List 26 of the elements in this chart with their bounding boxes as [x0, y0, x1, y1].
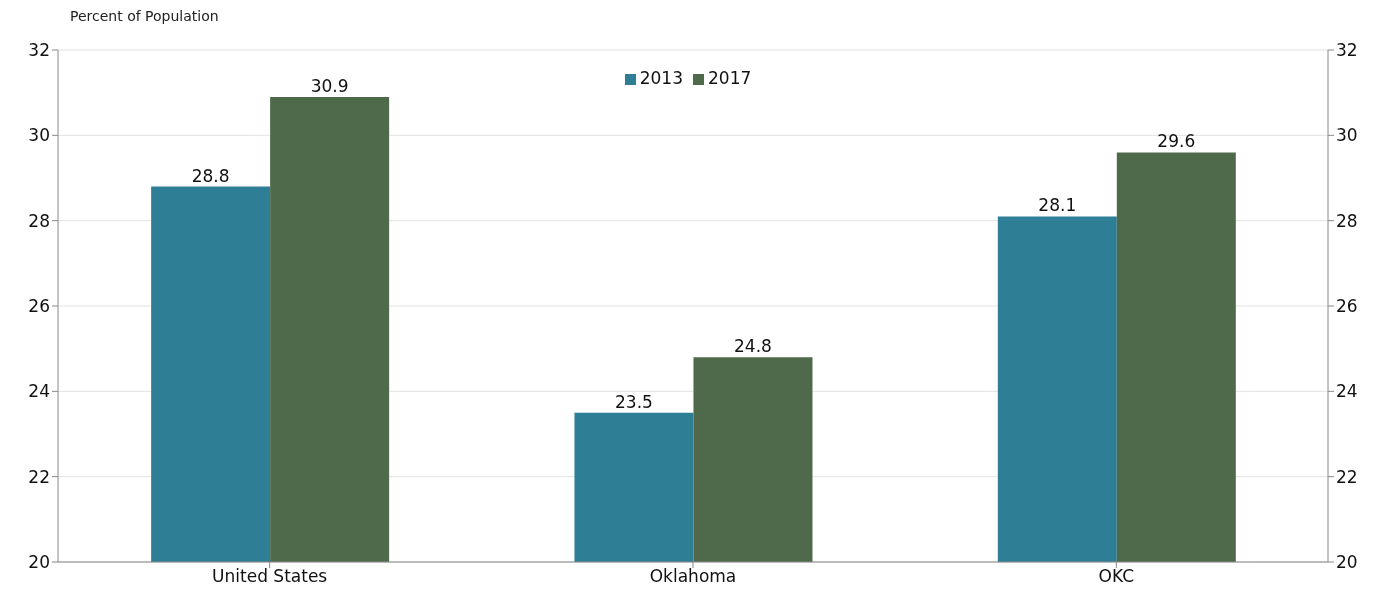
y-axis-title: Percent of Population: [70, 8, 219, 24]
x-tick-label: Oklahoma: [649, 566, 737, 587]
data-label: 28.1: [1038, 195, 1077, 216]
x-tick-label: United States: [212, 566, 328, 587]
y-tick-label: 20: [28, 552, 50, 573]
y-tick-label: 24: [28, 381, 50, 402]
y2-tick-label: 24: [1336, 381, 1358, 402]
y2-tick-label: 20: [1336, 552, 1358, 573]
y-tick-label: 30: [28, 125, 50, 146]
x-tick-label: OKC: [1098, 566, 1135, 587]
data-label: 29.6: [1157, 131, 1196, 152]
y2-tick-label: 32: [1336, 40, 1358, 61]
data-label: 30.9: [310, 75, 349, 96]
y2-tick-label: 28: [1336, 210, 1358, 231]
legend-label: 2017: [708, 68, 752, 88]
y-tick-label: 22: [28, 466, 50, 487]
data-label: 24.8: [734, 336, 772, 357]
data-label: 28.8: [191, 165, 230, 186]
y-tick-label: 28: [28, 210, 50, 231]
y2-tick-label: 30: [1336, 125, 1358, 146]
y-tick-label: 26: [28, 296, 50, 317]
y-tick-label: 32: [28, 40, 50, 61]
y2-tick-label: 22: [1336, 466, 1358, 487]
data-label: 23.5: [615, 391, 653, 412]
y2-tick-label: 26: [1336, 296, 1358, 317]
legend-label: 2013: [639, 68, 683, 88]
